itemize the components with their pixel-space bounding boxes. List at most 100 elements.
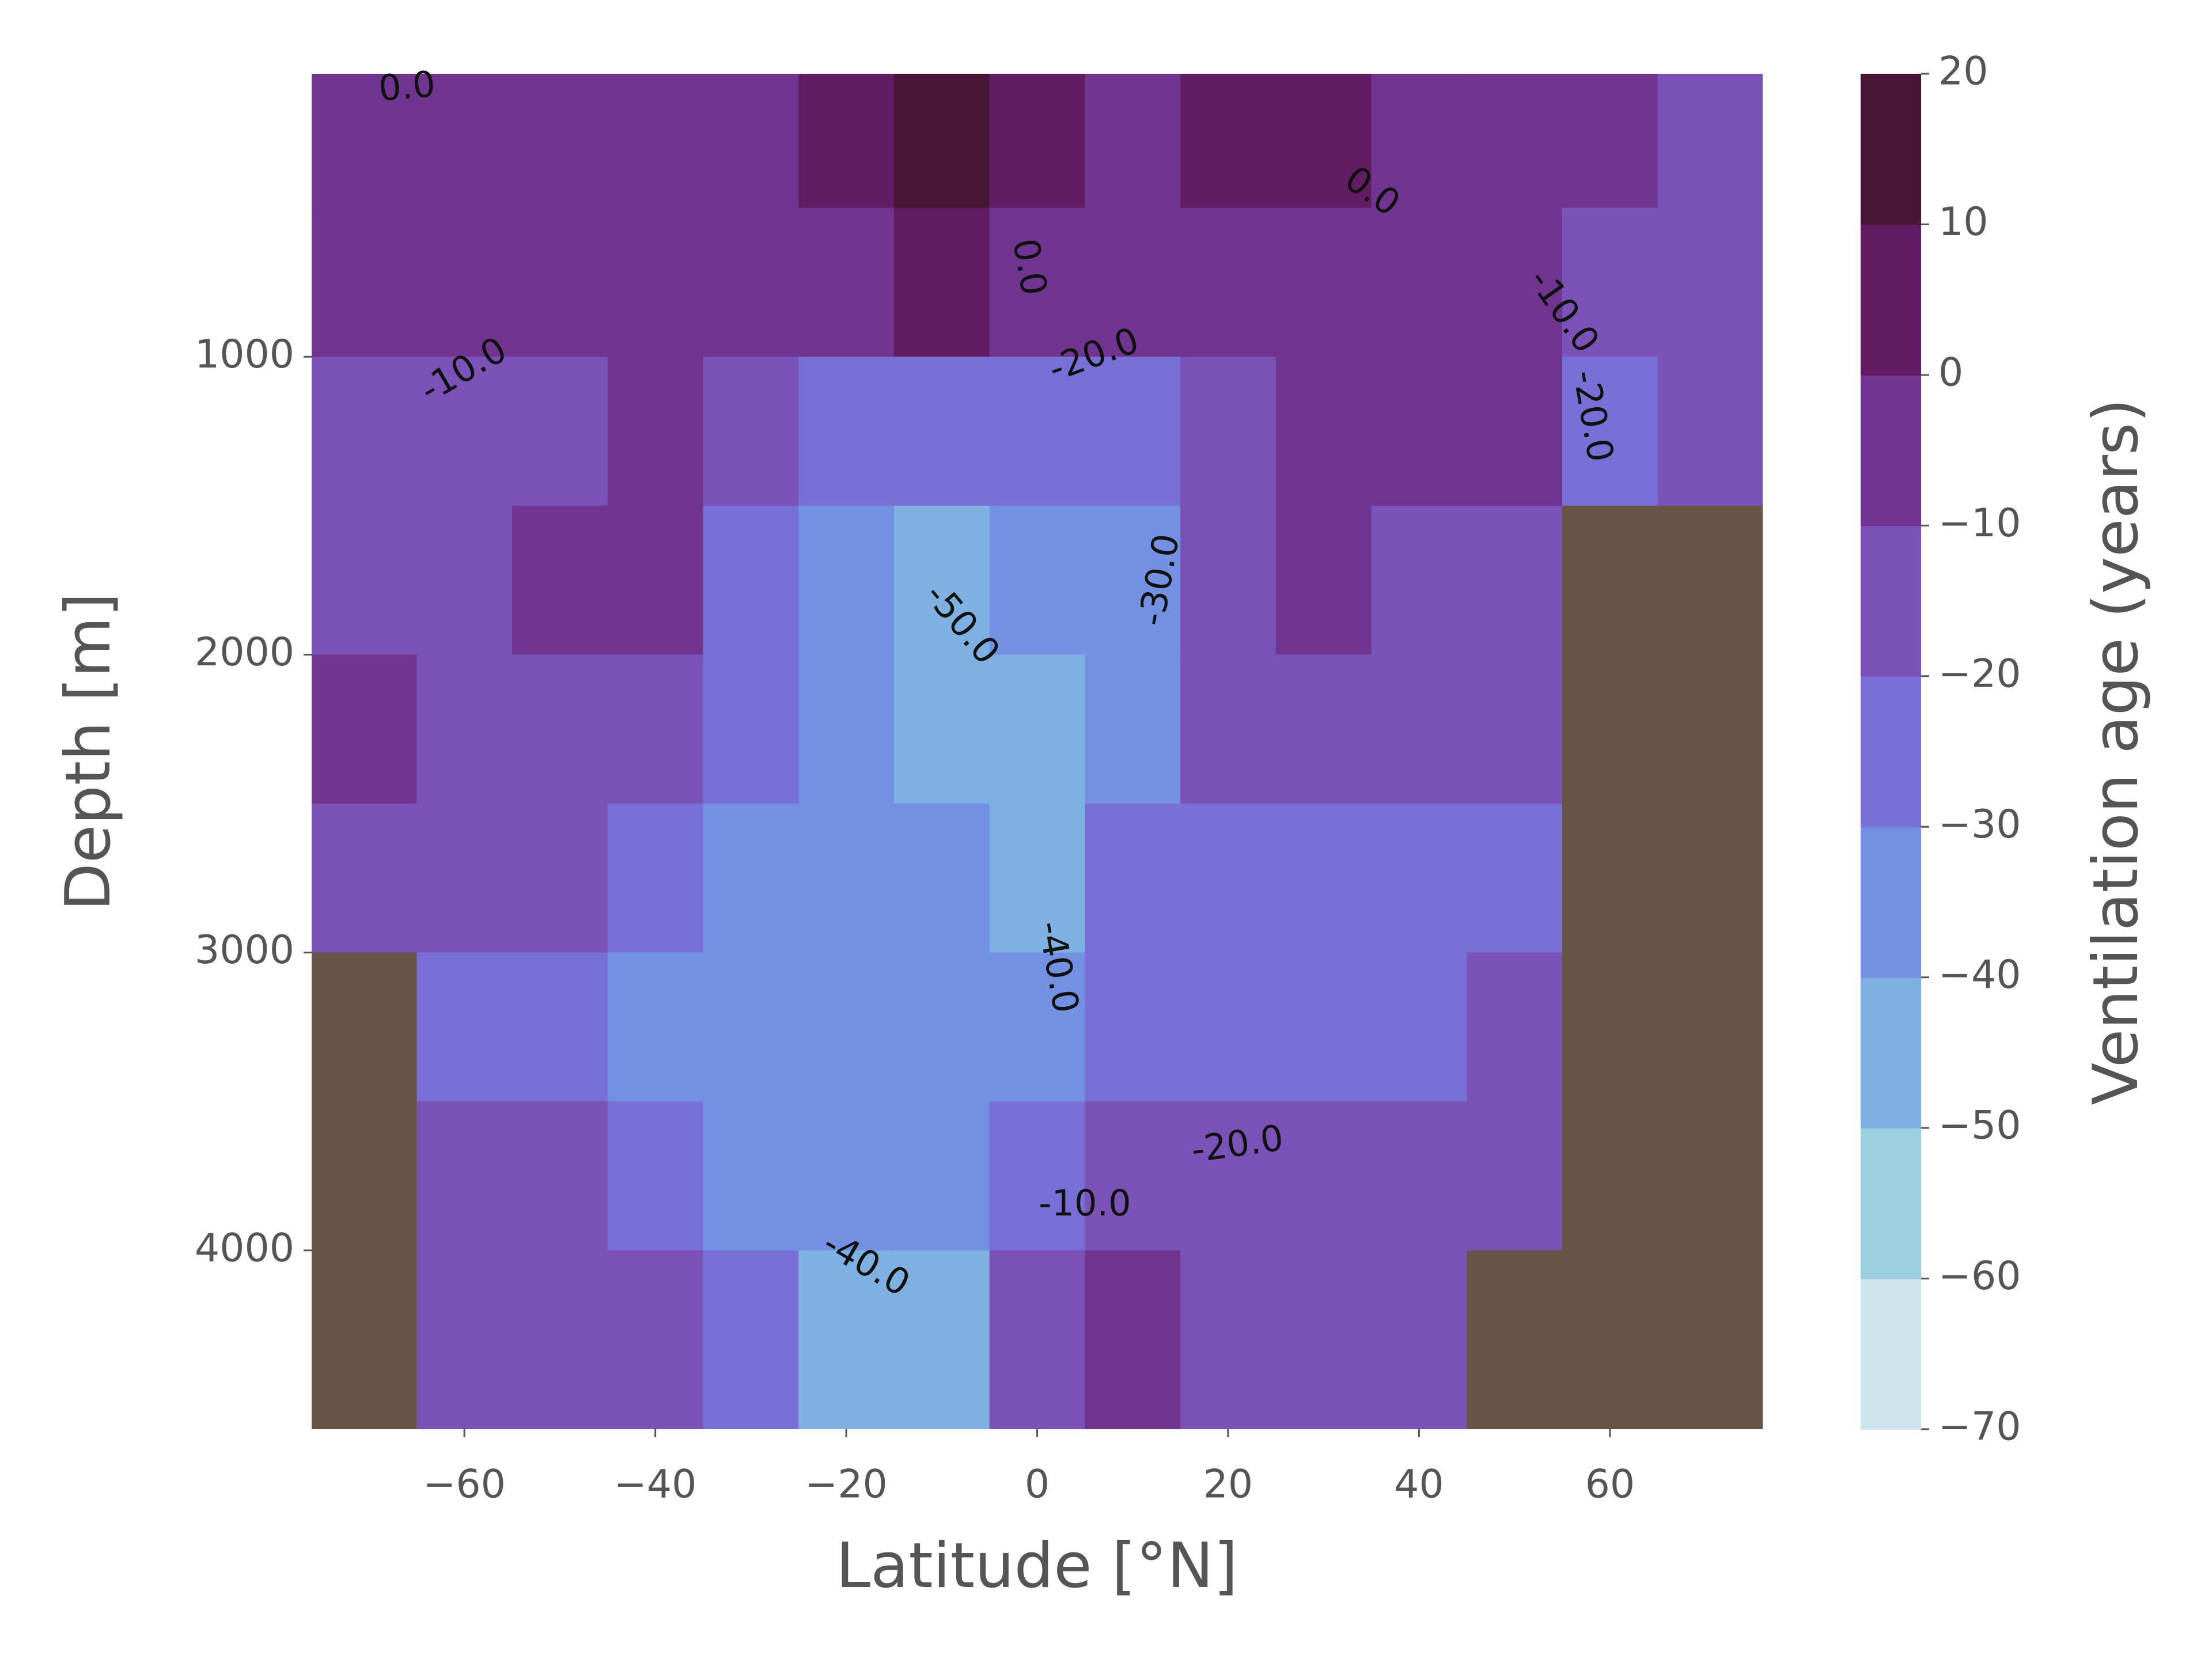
field-cell — [798, 505, 895, 656]
colorbar-tick-label: −60 — [1938, 1253, 2021, 1299]
field-cell — [312, 207, 418, 358]
field-cell — [416, 1101, 513, 1251]
field-cell — [893, 207, 990, 358]
field-cell — [1085, 207, 1181, 358]
field-cell — [1467, 207, 1563, 358]
field-cell — [512, 1101, 608, 1251]
field-cell — [893, 74, 990, 209]
land-cell — [1562, 1250, 1658, 1429]
field-cell — [416, 654, 513, 804]
y-tick-label: 2000 — [195, 630, 294, 675]
land-cell — [1467, 1250, 1563, 1429]
contour-label: -10.0 — [1039, 1182, 1131, 1224]
field-cell — [416, 505, 513, 656]
field-cell — [416, 1250, 513, 1429]
field-cell — [1467, 505, 1563, 656]
colorbar-tick-label: −30 — [1938, 802, 2021, 847]
field-cell — [798, 74, 895, 209]
field-cell — [1275, 74, 1372, 209]
field-cell — [512, 207, 608, 358]
colorbar-label: Ventilation age (years) — [2080, 398, 2152, 1105]
field-cell — [1180, 952, 1277, 1103]
x-tick-label: −60 — [423, 1462, 506, 1508]
field-cell — [607, 1250, 704, 1429]
field-cell — [1275, 654, 1372, 804]
land-cell — [1657, 1101, 1763, 1251]
field-cell — [1467, 952, 1563, 1103]
colorbar-tick-label: −70 — [1938, 1404, 2021, 1450]
field-cell — [798, 1101, 895, 1251]
field-cell — [989, 804, 1086, 953]
colorbar-segment — [1861, 676, 1921, 828]
colorbar-tick-label: −50 — [1938, 1103, 2021, 1149]
field-cell — [1180, 1101, 1277, 1251]
colorbar-tick-label: 20 — [1938, 49, 1988, 94]
land-cell — [1562, 505, 1658, 656]
x-axis-label: Latitude [°N] — [836, 1530, 1238, 1602]
field-cell — [703, 357, 800, 506]
colorbar-tick-label: −40 — [1938, 952, 2021, 998]
land-cell — [1562, 654, 1658, 804]
colorbar-tick-label: −20 — [1938, 651, 2021, 696]
field-cell — [1275, 357, 1372, 506]
field-cell — [312, 357, 418, 506]
field-cell — [1275, 1101, 1372, 1251]
land-cell — [1562, 952, 1658, 1103]
field-cell — [1180, 1250, 1277, 1429]
field-cell — [607, 505, 704, 656]
field-cell — [512, 654, 608, 804]
field-cell — [416, 952, 513, 1103]
field-cell — [312, 804, 418, 953]
land-cell — [1657, 654, 1763, 804]
field-cell — [703, 952, 800, 1103]
field-cell — [703, 654, 800, 804]
field-cell — [312, 654, 418, 804]
field-cell — [798, 357, 895, 506]
field-cell — [989, 654, 1086, 804]
field-cell — [798, 1250, 895, 1429]
field-cell — [512, 357, 608, 506]
contour-field — [312, 74, 1763, 1429]
field-cell — [1562, 207, 1658, 358]
field-cell — [1467, 804, 1563, 953]
field-cell — [416, 804, 513, 953]
colorbar-segment — [1861, 1128, 1921, 1279]
contour-label: 0.0 — [1005, 235, 1056, 298]
field-cell — [1371, 1250, 1468, 1429]
field-cell — [416, 357, 513, 506]
field-cell — [607, 952, 704, 1103]
field-cell — [1657, 74, 1763, 209]
field-cell — [893, 654, 990, 804]
colorbar-segment — [1861, 224, 1921, 376]
field-cell — [893, 1250, 990, 1429]
field-cell — [798, 207, 895, 358]
x-tick-label: −40 — [614, 1462, 697, 1508]
field-cell — [989, 74, 1086, 209]
field-cell — [1562, 74, 1658, 209]
x-tick-label: 20 — [1203, 1462, 1253, 1508]
y-tick-label: 1000 — [195, 332, 294, 377]
x-tick-label: 0 — [1025, 1462, 1050, 1508]
land-cell — [1657, 1250, 1763, 1429]
colorbar-tick-label: 10 — [1938, 199, 1988, 245]
field-cell — [1657, 357, 1763, 506]
x-tick-label: 40 — [1394, 1462, 1444, 1508]
field-cell — [1371, 74, 1468, 209]
field-cell — [893, 357, 990, 506]
field-cell — [512, 952, 608, 1103]
land-cell — [312, 952, 418, 1103]
land-cell — [1657, 804, 1763, 953]
field-cell — [989, 207, 1086, 358]
field-cell — [1085, 357, 1181, 506]
field-cell — [798, 952, 895, 1103]
field-cell — [703, 1250, 800, 1429]
field-cell — [893, 1101, 990, 1251]
field-cell — [607, 654, 704, 804]
field-cell — [989, 1101, 1086, 1251]
colorbar-tick-label: −10 — [1938, 501, 2021, 546]
field-cell — [1467, 1101, 1563, 1251]
field-cell — [1085, 505, 1181, 656]
field-cell — [1180, 74, 1277, 209]
field-cell — [512, 804, 608, 953]
